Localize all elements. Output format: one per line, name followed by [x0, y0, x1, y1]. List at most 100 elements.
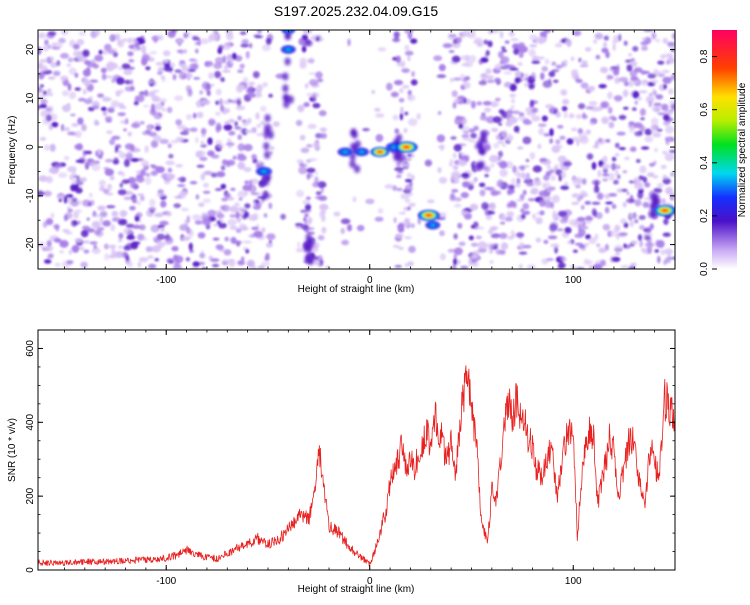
colorbar-tick-label: 0.4	[699, 155, 710, 169]
heatmap-blob	[90, 199, 95, 206]
heatmap-blob	[67, 57, 74, 63]
heatmap-blob	[407, 118, 418, 127]
heatmap-blob	[532, 165, 542, 173]
heatmap-blob	[315, 71, 323, 79]
heatmap-blob	[47, 76, 56, 80]
heatmap-blob	[137, 261, 142, 268]
heatmap-blob	[144, 145, 149, 154]
heatmap-blob	[149, 51, 158, 55]
heatmap-blob	[154, 122, 161, 126]
heatmap-hotspot	[353, 147, 370, 157]
heatmap-blob	[470, 224, 475, 229]
heatmap-blob	[157, 34, 164, 41]
heatmap-blob	[451, 189, 459, 193]
heatmap-blob	[557, 210, 568, 217]
heatmap-blob	[544, 58, 550, 65]
heatmap-blob	[637, 234, 643, 241]
heatmap-blob	[166, 173, 175, 180]
heatmap-blob	[528, 83, 535, 90]
heatmap-blob	[91, 247, 101, 254]
heatmap-blob	[601, 116, 609, 125]
heatmap-blob	[243, 166, 252, 173]
heatmap-blob	[614, 244, 624, 251]
heatmap-streak	[395, 133, 403, 142]
heatmap-streak	[304, 254, 311, 263]
heatmap-blob	[504, 216, 513, 222]
heatmap-blob	[61, 104, 71, 113]
heatmap-blob	[544, 200, 552, 209]
heatmap-blob	[117, 39, 125, 48]
heatmap-blob	[175, 119, 182, 126]
heatmap-blob	[654, 147, 658, 153]
heatmap-blob	[468, 235, 474, 241]
heatmap-blob	[489, 163, 495, 168]
heatmap-blob	[202, 182, 210, 188]
heatmap-blob	[97, 205, 106, 211]
heatmap-blob	[601, 163, 611, 170]
heatmap-blob	[478, 182, 486, 188]
heatmap-blob	[306, 196, 311, 200]
heatmap-blob	[539, 199, 546, 207]
heatmap-blob	[448, 50, 455, 53]
heatmap-blob	[404, 262, 411, 267]
heatmap-blob	[123, 159, 130, 167]
heatmap-blob	[315, 36, 320, 42]
heatmap-blob	[613, 179, 619, 185]
heatmap-blob	[517, 62, 523, 66]
heatmap-blob	[377, 207, 384, 214]
heatmap-blob	[319, 203, 329, 211]
heatmap-blob	[614, 152, 620, 157]
heatmap-blob	[549, 201, 555, 209]
heatmap-blob	[491, 101, 498, 108]
heatmap-blob	[365, 198, 375, 205]
heatmap-blob	[67, 197, 72, 205]
heatmap-blob	[237, 190, 247, 198]
snr-ticks: -100 0 100 0 200 400 600	[25, 329, 676, 587]
heatmap-blob	[248, 184, 257, 193]
heatmap-blob	[614, 142, 620, 149]
heatmap-blob	[213, 62, 223, 69]
heatmap-blob	[160, 227, 165, 232]
heatmap-blob	[374, 107, 381, 112]
heatmap-blob	[453, 253, 457, 260]
heatmap-blob	[63, 155, 70, 161]
heatmap-blob	[626, 64, 633, 72]
heatmap-blob	[632, 46, 639, 52]
heatmap-blob	[304, 83, 309, 89]
heatmap-blob	[254, 35, 263, 39]
heatmap-blob	[153, 236, 158, 242]
heatmap-blob	[215, 100, 220, 106]
heatmap-blob	[222, 42, 231, 51]
heatmap-streak	[478, 160, 485, 169]
heatmap-blob	[618, 76, 629, 83]
heatmap-blob	[557, 124, 564, 129]
heatmap-blob	[663, 259, 667, 266]
heatmap-blob	[485, 68, 492, 75]
heatmap-blob	[237, 154, 247, 161]
heatmap-blob	[318, 195, 328, 201]
heatmap-blob	[53, 42, 61, 46]
heatmap-blob	[104, 75, 114, 79]
heatmap-blob	[220, 104, 225, 112]
heatmap-blob	[201, 133, 206, 138]
heatmap-blob	[478, 80, 487, 86]
heatmap-blob	[67, 208, 73, 213]
heatmap-blob	[623, 40, 628, 46]
heatmap-blob	[223, 124, 233, 131]
heatmap-blob	[606, 75, 614, 80]
heatmap-blob	[154, 258, 159, 262]
heatmap-blob	[172, 73, 177, 81]
snr-plot-area	[38, 330, 675, 570]
heatmap-blob	[238, 197, 243, 201]
heatmap-blob	[498, 122, 503, 126]
heatmap-blob	[468, 257, 473, 266]
heatmap-blob	[68, 91, 77, 100]
heatmap-blob	[346, 224, 353, 232]
heatmap-blob	[157, 224, 165, 229]
heatmap-streak	[284, 57, 291, 66]
heatmap-blob	[549, 128, 554, 137]
heatmap-blob	[124, 79, 132, 85]
heatmap-blob	[39, 59, 49, 63]
heatmap-blob	[155, 61, 165, 66]
heatmap-blob	[515, 70, 521, 78]
